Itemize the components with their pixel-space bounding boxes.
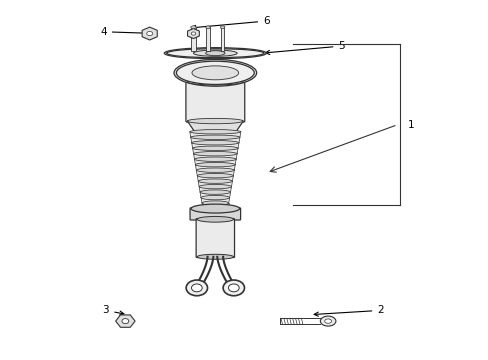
Ellipse shape [201,195,229,200]
Ellipse shape [189,130,241,134]
Polygon shape [187,121,243,132]
Ellipse shape [166,49,264,58]
Polygon shape [201,198,229,203]
Ellipse shape [164,48,266,59]
Polygon shape [193,154,237,159]
Text: 6: 6 [191,16,269,30]
Ellipse shape [192,66,238,80]
Bar [221,27,224,50]
Text: 4: 4 [100,27,153,37]
Text: 5: 5 [265,41,345,54]
Ellipse shape [324,319,331,323]
Ellipse shape [187,78,243,85]
Polygon shape [199,186,231,192]
Ellipse shape [191,204,239,213]
Polygon shape [192,148,238,154]
Ellipse shape [192,146,238,150]
Polygon shape [198,181,232,186]
Ellipse shape [190,135,240,139]
Ellipse shape [197,216,233,222]
Ellipse shape [205,51,224,56]
Text: 2: 2 [313,305,383,316]
FancyBboxPatch shape [196,219,234,257]
Polygon shape [195,165,235,170]
Ellipse shape [186,280,207,296]
FancyBboxPatch shape [185,81,244,122]
Polygon shape [194,159,236,165]
Ellipse shape [122,319,128,324]
Ellipse shape [202,207,228,211]
Ellipse shape [193,152,237,156]
Ellipse shape [193,50,237,56]
Bar [206,27,209,50]
Bar [191,27,195,50]
Ellipse shape [205,26,210,29]
Ellipse shape [220,26,224,29]
FancyBboxPatch shape [190,208,240,220]
Polygon shape [196,170,234,176]
Text: 3: 3 [102,305,123,315]
Ellipse shape [198,179,232,183]
Ellipse shape [191,140,239,145]
Ellipse shape [174,59,256,86]
Ellipse shape [191,32,195,35]
Text: 1: 1 [407,120,413,130]
Ellipse shape [146,31,152,36]
Ellipse shape [200,190,230,194]
Ellipse shape [320,316,335,326]
Ellipse shape [190,26,196,29]
Ellipse shape [194,157,236,161]
Polygon shape [191,143,239,148]
Ellipse shape [223,280,244,296]
Ellipse shape [191,284,202,292]
Ellipse shape [196,168,234,172]
Polygon shape [197,176,233,181]
Ellipse shape [199,184,231,189]
Ellipse shape [202,201,228,205]
Ellipse shape [197,174,233,178]
Ellipse shape [197,254,233,259]
Ellipse shape [228,284,239,292]
Ellipse shape [187,118,243,124]
Polygon shape [189,132,241,137]
Polygon shape [202,203,228,208]
Polygon shape [190,137,240,143]
Polygon shape [200,192,230,198]
Ellipse shape [195,162,235,167]
Ellipse shape [176,61,254,85]
